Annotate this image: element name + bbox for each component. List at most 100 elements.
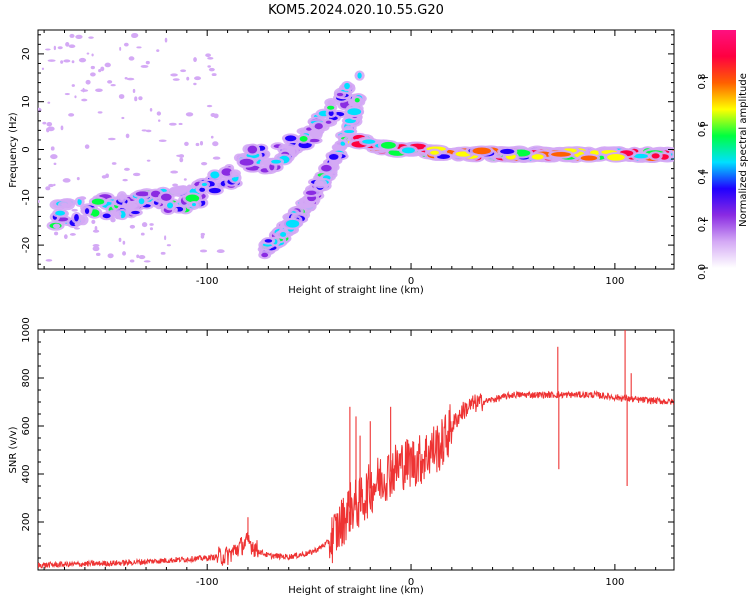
heatmap-noise	[41, 67, 45, 71]
heatmap-noise	[110, 217, 116, 223]
heatmap-noise	[63, 234, 68, 240]
heatmap-blob	[264, 239, 273, 243]
heatmap-blob	[500, 148, 515, 155]
heatmap-noise	[143, 260, 151, 263]
top-ytick-label: 10	[21, 95, 32, 108]
heatmap-noise	[199, 249, 208, 253]
heatmap-blob	[119, 193, 125, 201]
heatmap-noise	[81, 98, 88, 102]
heatmap-noise	[90, 72, 96, 77]
snr-panel: -100 0 100 200 400 600 800 1000 Height of strai…	[8, 317, 675, 596]
heatmap-noise	[184, 141, 189, 147]
heatmap-blob	[199, 187, 206, 192]
heatmap-noise	[195, 142, 200, 147]
colorbar-tick-label: 0.8	[697, 74, 708, 90]
heatmap-noise	[107, 137, 116, 141]
heatmap-noise	[74, 222, 79, 226]
heatmap-noise	[200, 234, 205, 239]
heatmap-noise	[140, 232, 145, 236]
colorbar-tick-label: 0.4	[697, 169, 708, 185]
heatmap-noise	[69, 233, 76, 236]
heatmap-noise	[186, 76, 190, 81]
heatmap-noise	[146, 159, 151, 162]
heatmap-noise	[111, 162, 117, 165]
heatmap-noise	[156, 49, 160, 52]
heatmap-noise	[53, 45, 57, 51]
heatmap-noise	[178, 122, 183, 126]
heatmap-noise	[91, 53, 94, 57]
heatmap-noise	[45, 48, 51, 51]
heatmap-noise	[138, 96, 143, 101]
heatmap-blob	[308, 138, 320, 143]
heatmap-blob	[531, 154, 544, 160]
top-ytick-label: 0	[21, 146, 32, 152]
heatmap-blob	[138, 198, 145, 205]
heatmap-blob	[327, 100, 336, 105]
heatmap-noise	[110, 84, 116, 87]
heatmap-noise	[132, 172, 141, 177]
heatmap-noise	[71, 208, 78, 212]
colorbar-tick-label: 0.0	[697, 264, 708, 280]
heatmap-noise	[138, 255, 146, 260]
colorbar-label: Normalized spectral amplitude	[738, 73, 749, 227]
heatmap-blob	[436, 154, 451, 160]
heatmap-blob	[91, 198, 105, 205]
heatmap-noise	[74, 227, 81, 230]
heatmap-blob	[651, 153, 660, 159]
bot-ytick-label: 1000	[21, 317, 32, 342]
heatmap-noise	[92, 246, 100, 252]
colorbar-gradient	[712, 30, 736, 268]
heatmap-noise	[64, 92, 70, 96]
heatmap-noise	[128, 56, 135, 61]
heatmap-noise	[183, 178, 187, 181]
heatmap-blob	[284, 135, 297, 142]
heatmap-noise	[46, 127, 50, 133]
heatmap-noise	[124, 167, 130, 171]
heatmap-blob	[261, 252, 269, 258]
heatmap-noise	[92, 244, 100, 247]
heatmap-noise	[65, 42, 70, 47]
heatmap-blob	[135, 191, 150, 197]
heatmap-blob	[84, 208, 90, 215]
heatmap-noise	[104, 62, 111, 68]
heatmap-blob	[328, 110, 334, 117]
heatmap-noise	[82, 87, 85, 93]
heatmap-noise	[201, 162, 208, 166]
heatmap-noise	[180, 69, 187, 73]
heatmap-noise	[199, 141, 204, 146]
heatmap-blob	[317, 180, 324, 187]
heatmap-noise	[89, 215, 94, 218]
heatmap-noise	[206, 104, 213, 108]
heatmap-noise	[63, 203, 68, 208]
heatmap-noise	[207, 57, 214, 60]
heatmap-blob	[239, 158, 254, 166]
heatmap-noise	[63, 59, 71, 63]
heatmap-noise	[216, 249, 225, 254]
heatmap-blob	[551, 152, 571, 157]
heatmap-blob	[247, 145, 258, 154]
heatmap-blob	[232, 171, 238, 176]
snr-ylabel: SNR (v/v)	[8, 426, 19, 473]
heatmap-blob	[633, 153, 648, 159]
heatmap-noise	[124, 77, 128, 80]
top-xtick-label: -100	[196, 276, 219, 287]
heatmap-blob	[401, 147, 415, 154]
heatmap-blob	[325, 120, 332, 124]
bot-ytick-label: 800	[21, 368, 32, 387]
heatmap-noise	[97, 111, 103, 114]
heatmap-noise	[68, 113, 75, 117]
colorbar-tick-label: 0.6	[697, 121, 708, 137]
heatmap-noise	[88, 36, 94, 39]
heatmap-noise	[211, 73, 217, 77]
heatmap-noise	[78, 57, 87, 63]
heatmap-noise	[118, 94, 125, 99]
heatmap-noise	[212, 141, 219, 147]
heatmap-noise	[119, 46, 122, 51]
heatmap-noise	[84, 144, 90, 149]
heatmap-blob	[321, 164, 332, 172]
heatmap-blob	[306, 127, 312, 131]
heatmap-noise	[123, 42, 129, 47]
heatmap-noise	[208, 67, 215, 72]
heatmap-blob	[210, 171, 220, 179]
heatmap-blob	[201, 182, 208, 187]
